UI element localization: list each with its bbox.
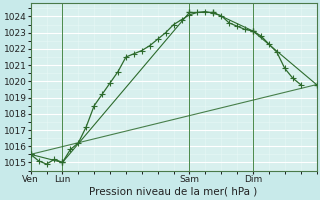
X-axis label: Pression niveau de la mer( hPa ): Pression niveau de la mer( hPa ): [90, 187, 258, 197]
